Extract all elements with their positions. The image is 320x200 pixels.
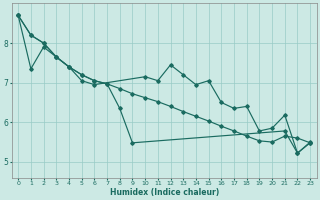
- X-axis label: Humidex (Indice chaleur): Humidex (Indice chaleur): [109, 188, 219, 197]
